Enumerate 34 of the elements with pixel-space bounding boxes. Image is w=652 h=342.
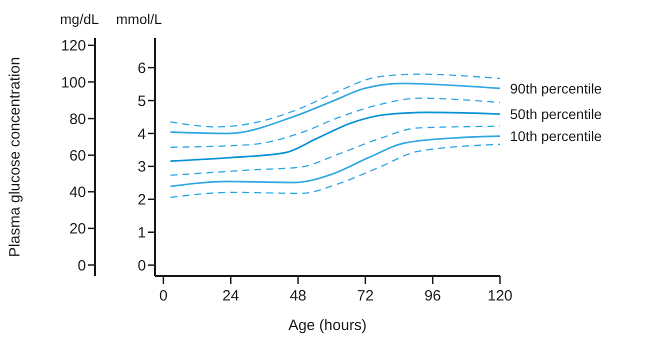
x-tick-label: 0 <box>159 288 168 305</box>
x-tick-label: 72 <box>357 288 374 305</box>
y2-tick-label: 6 <box>138 60 146 77</box>
x-tick-label: 48 <box>290 288 306 305</box>
y-tick-label: 40 <box>69 184 86 202</box>
line-series <box>170 74 500 128</box>
line-series <box>170 126 500 176</box>
text: mmol/L <box>116 11 162 27</box>
text: mg/dL <box>60 11 99 27</box>
x-tick-label: 24 <box>222 288 240 305</box>
y2-tick-label: 5 <box>138 92 146 110</box>
y-tick-label: 80 <box>69 110 86 128</box>
x-tick-label: 120 <box>487 288 513 305</box>
x-tick-label: 96 <box>424 288 442 305</box>
y-axis-title: Plasma glucose concentration <box>6 56 24 258</box>
line-series <box>170 98 500 148</box>
series-label: 10th percentile <box>510 128 602 144</box>
line-series <box>170 82 500 134</box>
series-label: 90th percentile <box>510 80 602 96</box>
y-tick-label: 100 <box>60 74 86 92</box>
x-axis-title: Age (hours) <box>288 317 367 334</box>
y2-tick-label: 0 <box>138 257 146 274</box>
series-label: 50th percentile <box>510 106 602 122</box>
line-series <box>170 135 500 188</box>
y2-tick-label: 2 <box>138 192 146 209</box>
line-series <box>170 112 500 162</box>
y2-tick-label: 4 <box>138 126 146 143</box>
y-tick-label: 60 <box>69 147 86 164</box>
y2-tick-label: 3 <box>138 158 146 176</box>
line-series <box>170 144 500 198</box>
y-tick-label: 120 <box>60 38 86 55</box>
y-tick-label: 20 <box>69 220 86 238</box>
y2-tick-label: 1 <box>138 224 146 242</box>
y-tick-label: 0 <box>78 257 86 274</box>
